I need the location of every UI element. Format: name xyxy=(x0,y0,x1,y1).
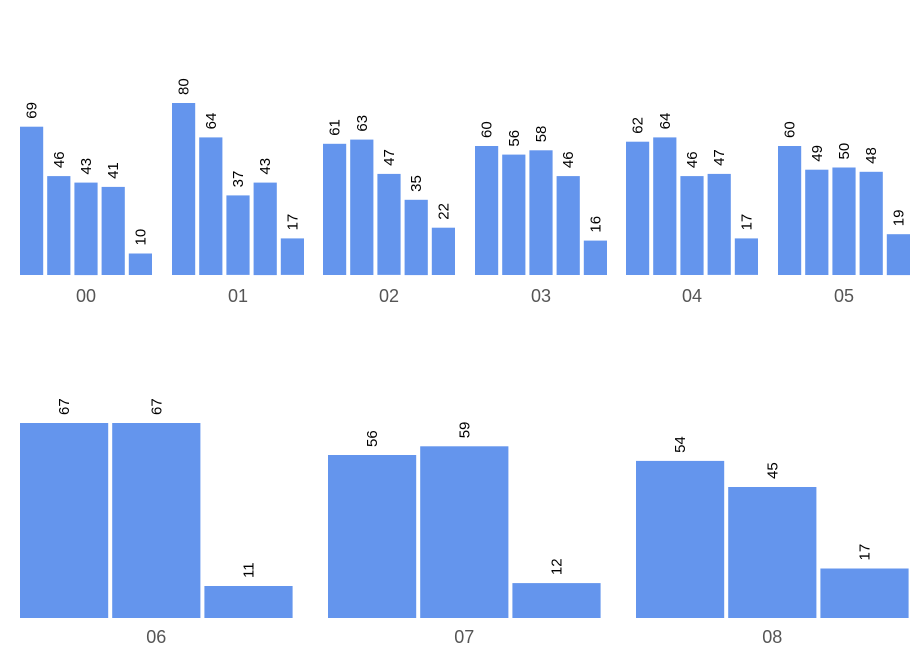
data-label-04-2: 46 xyxy=(684,151,701,168)
bar-01-0 xyxy=(172,103,196,275)
data-label-04-0: 62 xyxy=(630,117,647,134)
panel-08: 54 45 17 08 xyxy=(636,436,909,647)
bar-03-0 xyxy=(475,146,499,275)
bar-06-0 xyxy=(20,423,109,618)
bar-00-0 xyxy=(20,126,44,275)
data-label-07-2: 12 xyxy=(549,558,566,575)
bar-00-2 xyxy=(74,182,98,276)
data-label-04-4: 17 xyxy=(738,214,755,231)
group-label-04: 04 xyxy=(682,286,702,306)
data-label-00-1: 46 xyxy=(51,151,68,168)
bar-07-2 xyxy=(512,583,601,618)
panel-01: 80 64 37 43 17 01 xyxy=(172,78,304,306)
data-label-00-3: 41 xyxy=(105,162,122,179)
data-label-08-0: 54 xyxy=(672,436,689,453)
data-label-02-4: 22 xyxy=(435,203,452,220)
bar-03-1 xyxy=(502,154,526,275)
group-label-05: 05 xyxy=(834,286,854,306)
bar-08-2 xyxy=(820,568,909,618)
panel-04: 62 64 46 47 17 04 xyxy=(626,113,758,306)
bar-05-2 xyxy=(832,167,856,275)
group-label-00: 00 xyxy=(76,286,96,306)
data-label-06-1: 67 xyxy=(148,398,165,415)
bar-08-0 xyxy=(636,460,725,618)
panel-03: 60 56 58 46 16 03 xyxy=(475,121,607,306)
bar-04-1 xyxy=(653,137,677,275)
data-label-03-4: 16 xyxy=(587,216,604,233)
bar-03-2 xyxy=(529,150,553,275)
data-label-01-2: 37 xyxy=(230,171,247,188)
group-label-02: 02 xyxy=(379,286,399,306)
data-label-05-3: 48 xyxy=(863,147,880,164)
bar-01-2 xyxy=(226,195,250,275)
bar-02-4 xyxy=(431,227,455,275)
bar-03-3 xyxy=(556,176,580,275)
data-label-06-2: 11 xyxy=(241,562,258,578)
data-label-04-1: 64 xyxy=(657,113,674,130)
data-label-01-0: 80 xyxy=(176,78,193,95)
bar-04-4 xyxy=(734,238,758,275)
data-label-02-0: 61 xyxy=(327,119,344,136)
panel-07: 56 59 12 07 xyxy=(328,422,601,647)
data-label-02-3: 35 xyxy=(408,175,425,192)
bar-02-1 xyxy=(350,139,374,275)
bar-08-1 xyxy=(728,487,817,618)
panel-05: 60 49 50 48 19 05 xyxy=(778,121,910,306)
data-label-08-1: 45 xyxy=(764,462,781,479)
bar-07-1 xyxy=(420,446,509,618)
data-label-03-0: 60 xyxy=(479,121,496,138)
data-label-07-0: 56 xyxy=(364,430,381,447)
data-label-00-4: 10 xyxy=(132,229,149,246)
panel-00: 69 46 43 41 10 00 xyxy=(20,102,152,306)
bar-04-0 xyxy=(626,141,650,275)
panel-06: 67 67 11 06 xyxy=(20,398,293,647)
bar-04-3 xyxy=(707,173,731,275)
panel-02: 61 63 47 35 22 02 xyxy=(323,115,455,306)
data-label-00-0: 69 xyxy=(24,102,41,119)
bar-01-3 xyxy=(253,182,277,276)
bar-07-0 xyxy=(328,455,417,618)
data-label-00-2: 43 xyxy=(78,158,95,175)
bar-02-0 xyxy=(323,143,347,275)
bar-02-2 xyxy=(377,173,401,275)
data-label-07-1: 59 xyxy=(456,422,473,439)
bar-02-3 xyxy=(404,199,428,276)
bar-00-4 xyxy=(128,253,152,275)
bar-04-2 xyxy=(680,176,704,275)
bar-05-4 xyxy=(886,234,910,276)
data-label-03-2: 58 xyxy=(533,126,550,143)
data-label-03-1: 56 xyxy=(506,130,523,147)
group-label-06: 06 xyxy=(146,627,166,647)
bar-06-2 xyxy=(204,586,293,618)
bar-01-1 xyxy=(199,137,223,275)
data-label-02-2: 47 xyxy=(381,149,398,166)
bar-01-4 xyxy=(280,238,304,275)
data-label-08-2: 17 xyxy=(857,544,874,561)
data-label-06-0: 67 xyxy=(56,398,73,415)
bar-03-4 xyxy=(583,240,607,275)
group-label-08: 08 xyxy=(762,627,782,647)
bar-00-3 xyxy=(101,186,125,275)
data-label-01-3: 43 xyxy=(257,158,274,175)
bar-05-0 xyxy=(778,146,802,275)
group-label-03: 03 xyxy=(531,286,551,306)
data-label-05-0: 60 xyxy=(782,121,799,138)
bar-00-1 xyxy=(47,176,71,275)
group-label-07: 07 xyxy=(454,627,474,647)
data-label-03-3: 46 xyxy=(560,151,577,168)
bar-05-1 xyxy=(805,169,829,275)
data-label-02-1: 63 xyxy=(354,115,371,132)
data-label-05-1: 49 xyxy=(809,145,826,162)
bar-05-3 xyxy=(859,171,883,275)
data-label-05-2: 50 xyxy=(836,143,853,160)
data-label-01-4: 17 xyxy=(284,214,301,231)
bar-06-1 xyxy=(112,423,201,618)
data-label-01-1: 64 xyxy=(203,113,220,130)
group-label-01: 01 xyxy=(228,286,248,306)
data-label-05-4: 19 xyxy=(890,210,907,227)
data-label-04-3: 47 xyxy=(711,149,728,166)
